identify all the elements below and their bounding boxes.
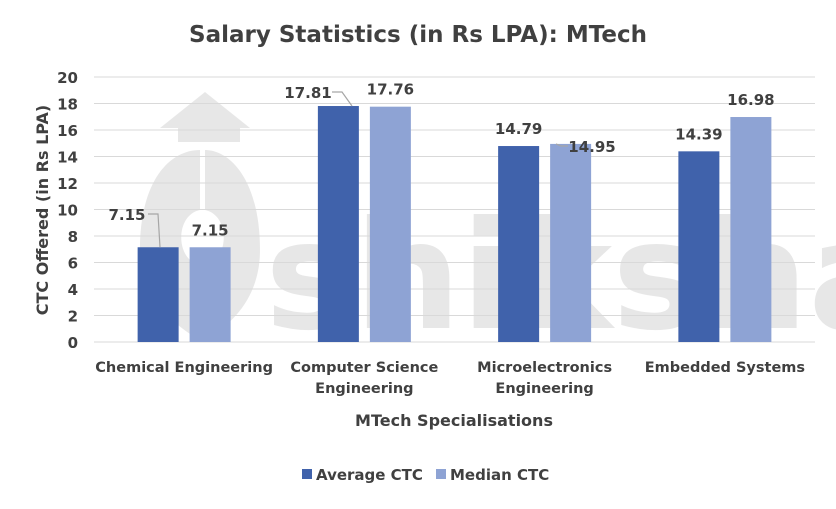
legend-label: Average CTC (316, 466, 423, 484)
y-tick-label: 8 (68, 228, 78, 246)
data-label: 14.95 (568, 138, 615, 156)
x-tick-label: Engineering (315, 381, 413, 397)
y-tick-label: 14 (57, 149, 78, 167)
bar-average-ctc (498, 146, 540, 342)
y-tick-label: 12 (57, 175, 78, 193)
x-tick-label: Embedded Systems (645, 360, 805, 376)
chart-title: Salary Statistics (in Rs LPA): MTech (189, 22, 647, 48)
bar-average-ctc (678, 151, 720, 342)
x-tick-label: Computer Science (290, 360, 438, 376)
x-axis-label: MTech Specialisations (355, 411, 553, 430)
y-tick-label: 6 (68, 255, 78, 273)
data-label: 7.15 (192, 221, 229, 239)
x-tick-label: Chemical Engineering (95, 360, 273, 376)
y-tick-label: 0 (68, 334, 78, 352)
leader-line (555, 143, 568, 147)
bar-median-ctc (550, 143, 592, 342)
data-label: 7.15 (108, 206, 145, 224)
y-tick-label: 10 (57, 202, 78, 220)
data-label: 14.39 (675, 125, 722, 143)
bar-median-ctc (730, 117, 772, 342)
bar-average-ctc (317, 106, 359, 342)
y-axis-label: CTC Offered (in Rs LPA) (33, 105, 52, 315)
legend-swatch (302, 469, 312, 479)
leader-line (332, 91, 353, 107)
y-tick-label: 4 (68, 281, 78, 299)
data-label: 17.81 (284, 84, 331, 102)
legend-label: Median CTC (450, 466, 549, 484)
data-label: 16.98 (727, 91, 774, 109)
x-tick-label: Microelectronics (477, 360, 612, 376)
leader-line (148, 213, 161, 248)
bar-median-ctc (369, 106, 411, 343)
y-tick-label: 18 (57, 96, 78, 114)
bar-average-ctc (137, 247, 179, 342)
data-label: 17.76 (367, 81, 414, 99)
legend-swatch (436, 469, 446, 479)
bar-median-ctc (189, 247, 231, 342)
data-label: 14.79 (495, 120, 542, 138)
legend: Average CTC Median CTC (302, 466, 549, 484)
x-tick-label: Engineering (495, 381, 593, 397)
y-tick-label: 2 (68, 308, 78, 326)
y-tick-label: 20 (57, 69, 78, 87)
y-tick-label: 16 (57, 122, 78, 140)
